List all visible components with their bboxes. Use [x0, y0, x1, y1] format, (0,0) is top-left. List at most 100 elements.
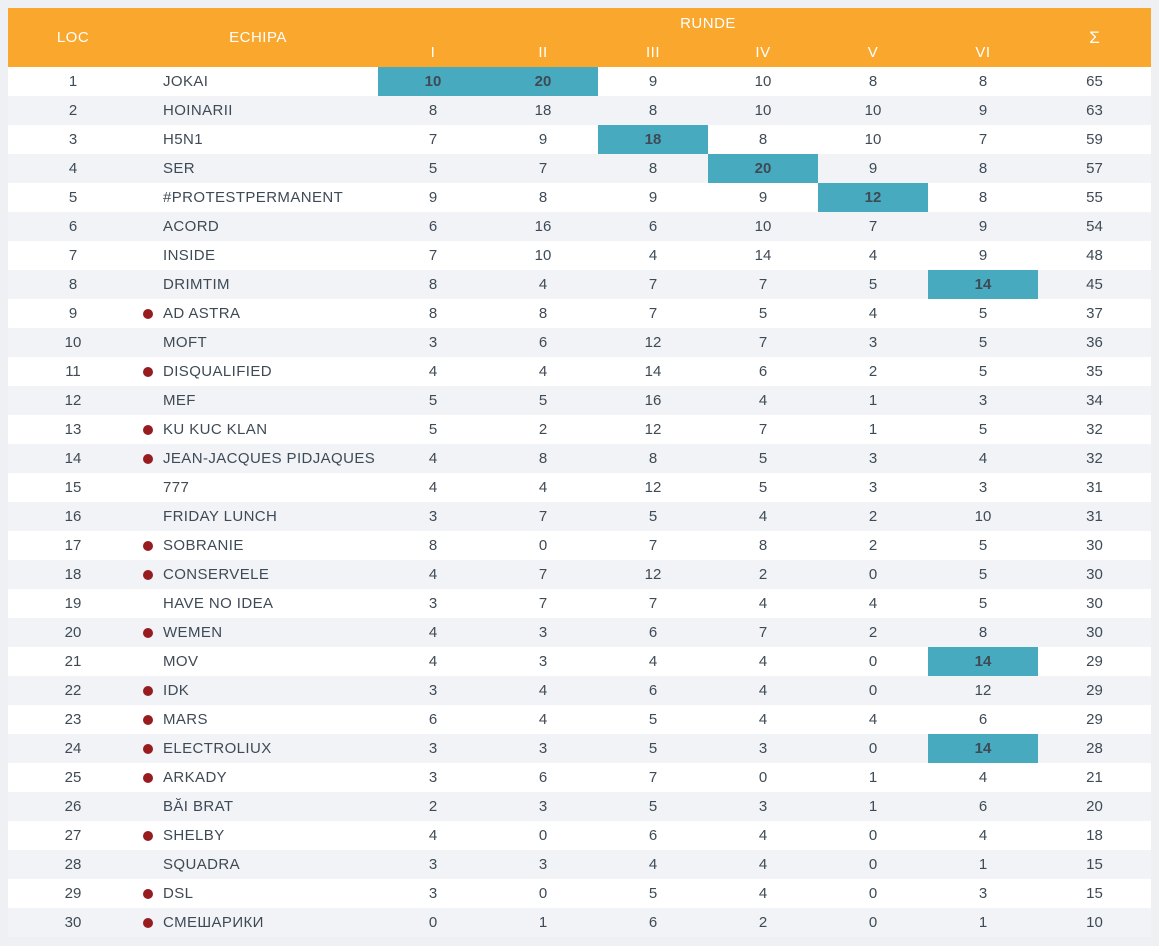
score-cell-round-vi: 3 [978, 392, 988, 409]
score-cell-round-i: 8 [428, 305, 438, 322]
team-cell: SOBRANIE [138, 531, 378, 560]
score-cell-round-ii: 1 [538, 914, 548, 931]
score-cell-round-iv: 5 [758, 479, 768, 496]
score-cell-round-vi: 14 [928, 270, 1038, 299]
score-cell-round-iv: 8 [758, 131, 768, 148]
team-name: INSIDE [163, 247, 216, 264]
score-cell-round-v: 3 [868, 450, 878, 467]
team-name: HAVE NO IDEA [163, 595, 274, 612]
score-cell-round-iv: 8 [758, 537, 768, 554]
team-cell: JOKAI [138, 67, 378, 96]
total-cell: 65 [1086, 73, 1103, 90]
header-echipa: ECHIPA [229, 29, 287, 46]
red-dot-icon [143, 424, 153, 435]
score-cell-round-ii: 6 [538, 334, 548, 351]
rank-cell: 30 [64, 914, 82, 931]
score-cell-round-vi: 5 [978, 537, 988, 554]
table-row: 6 ACORD 6 16 6 10 7 9 54 [8, 212, 1151, 241]
total-cell: 30 [1086, 537, 1103, 554]
table-row: 13 KU KUC KLAN 5 2 12 7 1 5 32 [8, 415, 1151, 444]
score-cell-round-iii: 6 [648, 827, 658, 844]
rank-cell: 23 [64, 711, 82, 728]
score-cell-round-i: 4 [428, 624, 438, 641]
rank-cell: 21 [64, 653, 82, 670]
team-cell: IDK [138, 676, 378, 705]
score-cell-round-i: 3 [428, 885, 438, 902]
team-cell: MEF [138, 386, 378, 415]
score-cell-round-iv: 7 [758, 334, 768, 351]
team-cell: 777 [138, 473, 378, 502]
score-cell-round-iii: 5 [648, 711, 658, 728]
team-name: СМЕШАРИКИ [163, 914, 264, 931]
score-cell-round-iv: 4 [758, 392, 768, 409]
score-cell-round-i: 3 [428, 740, 438, 757]
table-row: 1 JOKAI 10 20 9 10 8 8 65 [8, 67, 1151, 96]
team-name: SHELBY [163, 827, 225, 844]
score-cell-round-ii: 9 [538, 131, 548, 148]
score-cell-round-vi: 9 [978, 102, 988, 119]
score-cell-round-iv: 3 [758, 740, 768, 757]
score-cell-round-v: 0 [868, 653, 878, 670]
red-dot-icon [143, 569, 153, 580]
score-cell-round-vi: 3 [978, 479, 988, 496]
score-cell-round-vi: 14 [928, 734, 1038, 763]
score-cell-round-iv: 2 [758, 914, 768, 931]
team-cell: WEMEN [138, 618, 378, 647]
score-cell-round-i: 5 [428, 392, 438, 409]
rank-cell: 4 [68, 160, 78, 177]
team-cell: DISQUALIFIED [138, 357, 378, 386]
score-cell-round-v: 1 [868, 421, 878, 438]
score-cell-round-ii: 7 [538, 566, 548, 583]
score-cell-round-iii: 12 [644, 479, 662, 496]
score-cell-round-ii: 4 [538, 363, 548, 380]
score-cell-round-v: 2 [868, 363, 878, 380]
score-cell-round-vi: 4 [978, 769, 988, 786]
header-round-vi: VI [975, 44, 991, 61]
score-cell-round-v: 1 [868, 769, 878, 786]
score-cell-round-vi: 4 [978, 450, 988, 467]
total-cell: 30 [1086, 566, 1103, 583]
red-dot-icon [143, 830, 153, 841]
header-runde: RUNDE [680, 14, 736, 32]
score-cell-round-ii: 3 [538, 624, 548, 641]
score-cell-round-i: 4 [428, 479, 438, 496]
rank-cell: 17 [64, 537, 82, 554]
score-cell-round-i: 4 [428, 827, 438, 844]
score-cell-round-ii: 0 [538, 827, 548, 844]
score-cell-round-v: 0 [868, 885, 878, 902]
total-cell: 34 [1086, 392, 1103, 409]
team-cell: AD ASTRA [138, 299, 378, 328]
red-dot-icon [143, 308, 153, 319]
team-name: CONSERVELE [163, 566, 270, 583]
rank-cell: 20 [64, 624, 82, 641]
total-cell: 63 [1086, 102, 1103, 119]
score-cell-round-iv: 4 [758, 885, 768, 902]
red-dot-icon [143, 772, 153, 783]
red-dot-icon [143, 888, 153, 899]
score-cell-round-ii: 4 [538, 276, 548, 293]
score-cell-round-iii: 4 [648, 247, 658, 264]
header-loc: LOC [56, 29, 90, 46]
red-dot-icon [143, 366, 153, 377]
score-cell-round-i: 8 [428, 537, 438, 554]
team-name: MEF [163, 392, 196, 409]
table-row: 22 IDK 3 4 6 4 0 12 29 [8, 676, 1151, 705]
score-cell-round-i: 9 [428, 189, 438, 206]
team-name: KU KUC KLAN [163, 421, 268, 438]
total-cell: 15 [1086, 856, 1103, 873]
score-cell-round-vi: 7 [978, 131, 988, 148]
table-row: 21 MOV 4 3 4 4 0 14 29 [8, 647, 1151, 676]
score-cell-round-iii: 4 [648, 856, 658, 873]
total-cell: 30 [1086, 624, 1103, 641]
table-row: 10 MOFT 3 6 12 7 3 5 36 [8, 328, 1151, 357]
team-cell: DRIMTIM [138, 270, 378, 299]
score-cell-round-iii: 7 [648, 595, 658, 612]
red-dot-icon [143, 685, 153, 696]
score-cell-round-ii: 2 [538, 421, 548, 438]
score-cell-round-iv: 4 [758, 711, 768, 728]
team-cell: ACORD [138, 212, 378, 241]
score-cell-round-ii: 0 [538, 537, 548, 554]
score-cell-round-i: 4 [428, 653, 438, 670]
total-cell: 21 [1086, 769, 1103, 786]
header-round-iii: III [645, 44, 660, 61]
